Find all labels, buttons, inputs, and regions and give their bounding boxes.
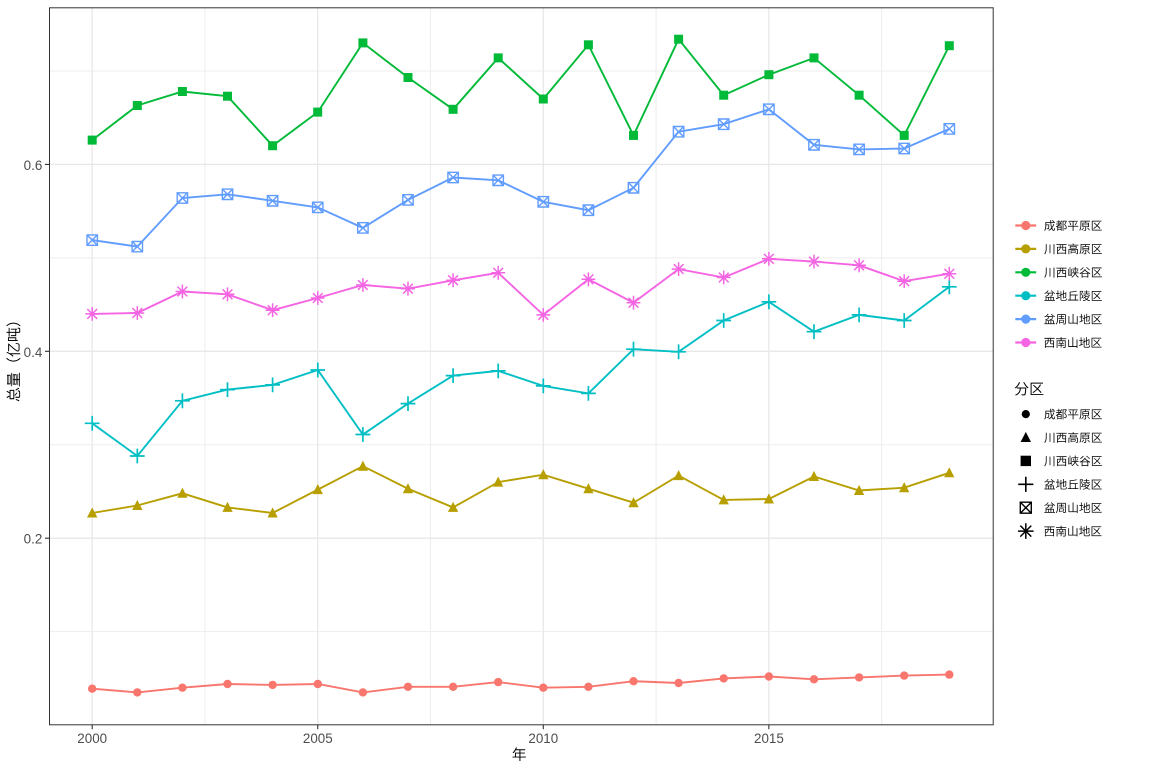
svg-text:0.6: 0.6 [24, 158, 43, 173]
svg-text:2015: 2015 [754, 731, 784, 746]
svg-text:0.4: 0.4 [24, 345, 43, 360]
svg-text:2010: 2010 [528, 731, 558, 746]
svg-text:2000: 2000 [77, 731, 107, 746]
svg-text:2005: 2005 [303, 731, 333, 746]
svg-text:0.2: 0.2 [24, 532, 43, 547]
